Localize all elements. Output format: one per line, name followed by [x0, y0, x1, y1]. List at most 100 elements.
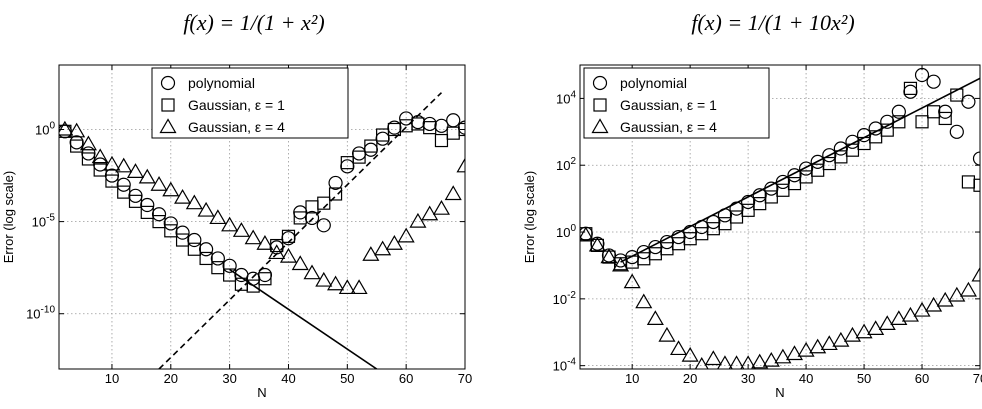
square-marker: [258, 272, 272, 286]
circle-marker: [187, 232, 202, 248]
x-tick-label: 50: [340, 371, 354, 386]
circle-marker: [868, 121, 883, 136]
triangle-marker: [68, 122, 86, 138]
chart-panel-right: f(x) = 1/(1 + 10x²) 10 20 30 40 50 60 70 104 102 1…: [491, 0, 982, 409]
legend-entry-label: polynomial: [620, 75, 687, 91]
circle-marker: [175, 225, 190, 240]
chart-panel-left: f(x) = 1/(1 + x²) 10 20 30 40 50 60 70 100 10-5 10…: [1, 10, 472, 400]
triangle-marker: [623, 273, 641, 289]
circle-marker: [580, 226, 593, 241]
triangle-marker: [658, 326, 676, 342]
x-tick-label: 20: [164, 371, 178, 386]
y-tick-label: 10-10: [26, 305, 55, 322]
circle-marker: [694, 219, 709, 235]
circle-marker: [648, 239, 663, 255]
circle-marker: [659, 234, 675, 250]
triangle-marker: [197, 201, 215, 217]
legend-triangle-icon: [159, 118, 177, 134]
square-marker: [961, 175, 976, 189]
triangle-marker: [362, 246, 380, 261]
circle-marker: [222, 258, 237, 273]
triangle-marker: [150, 176, 168, 191]
triangle-marker: [421, 205, 439, 221]
triangle-marker: [279, 247, 298, 263]
circle-marker: [636, 244, 651, 260]
square-marker: [446, 126, 460, 140]
triangle-marker: [890, 310, 908, 325]
legend-entry-label: Gaussian, ε = 4: [188, 119, 285, 135]
circle-marker: [304, 210, 320, 226]
triangle-marker: [948, 286, 966, 302]
triangle-marker: [185, 194, 203, 210]
triangle-marker: [456, 157, 465, 173]
square-marker: [729, 210, 744, 224]
circle-marker: [787, 168, 802, 183]
triangle-marker: [635, 293, 653, 309]
circle-marker: [199, 242, 214, 257]
square-marker: [246, 279, 260, 293]
triangle-marker: [646, 310, 664, 325]
triangle-marker: [115, 157, 133, 173]
triangle-marker: [670, 340, 688, 356]
triangle-marker: [315, 271, 333, 287]
square-marker: [834, 150, 848, 164]
circle-marker: [833, 141, 848, 156]
triangle-marker: [740, 355, 757, 369]
square-marker: [845, 143, 860, 157]
data-area: [580, 67, 980, 369]
square-marker: [892, 115, 906, 129]
legend-triangle-icon: [591, 118, 609, 134]
circle-marker: [775, 174, 790, 190]
circle-marker: [246, 271, 261, 286]
y-tick-label: 10-5: [32, 213, 56, 230]
square-marker: [140, 205, 154, 219]
circle-marker: [810, 154, 825, 169]
plot-frame: [58, 64, 466, 370]
circle-marker: [961, 94, 976, 109]
square-marker: [223, 268, 237, 282]
triangle-marker: [762, 351, 780, 367]
triangle-marker: [728, 355, 745, 369]
square-marker: [915, 115, 929, 129]
triangle-marker: [444, 185, 462, 201]
triangle-marker: [350, 279, 368, 295]
square-marker: [869, 130, 883, 144]
x-tick-label: 40: [281, 371, 295, 386]
square-marker: [787, 176, 802, 191]
circle-marker: [926, 74, 941, 89]
triangle-marker: [612, 256, 630, 272]
square-marker: [776, 183, 790, 197]
triangle-marker: [138, 168, 156, 184]
triangle-marker: [925, 296, 943, 312]
circle-marker: [116, 177, 131, 192]
triangle-marker: [409, 212, 427, 228]
square-marker: [376, 128, 390, 142]
circle-marker: [880, 114, 895, 129]
triangle-marker: [327, 275, 345, 291]
circle-marker: [903, 84, 918, 99]
circle-marker: [856, 128, 872, 143]
square-marker: [903, 81, 918, 95]
triangle-marker: [338, 279, 356, 295]
triangle-marker: [936, 291, 954, 307]
triangle-marker: [855, 323, 873, 339]
y-tick-label: 10-4: [553, 357, 577, 374]
square-marker: [128, 194, 143, 208]
circle-marker: [949, 124, 964, 139]
legend-circle-icon: [592, 75, 608, 91]
triangle-marker: [126, 163, 145, 178]
square-marker: [741, 203, 755, 217]
legend-box: [151, 67, 349, 139]
triangle-marker: [809, 338, 827, 354]
x-tick-label: 10: [105, 371, 119, 386]
legend-entry-label: polynomial: [188, 75, 255, 91]
circle-marker: [891, 104, 906, 119]
circle-marker: [328, 175, 343, 191]
y-tick-label: 100: [35, 120, 55, 137]
circle-marker: [845, 134, 860, 149]
y-tick-label: 10-2: [553, 290, 577, 307]
triangle-marker: [162, 181, 180, 197]
triangle-marker: [600, 248, 618, 264]
circle-marker: [257, 267, 273, 283]
triangle-marker: [878, 315, 896, 331]
